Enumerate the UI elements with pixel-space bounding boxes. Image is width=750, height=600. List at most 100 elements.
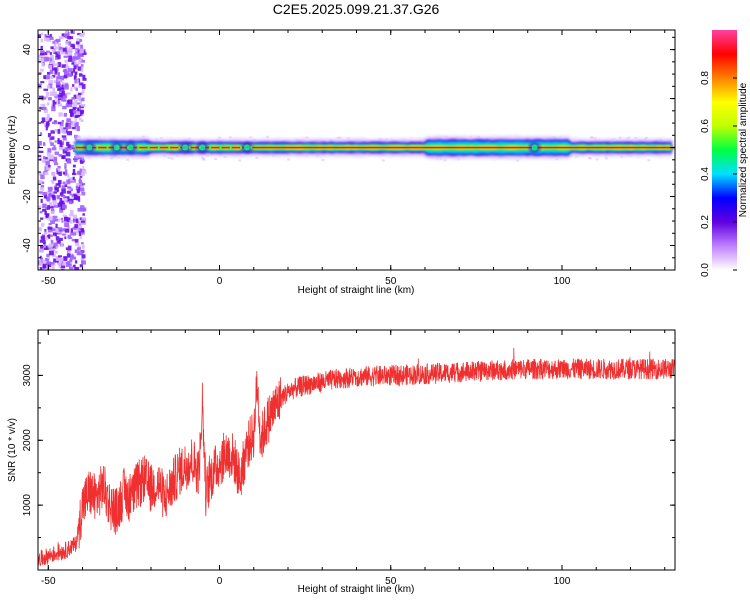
spectrogram-noise-cell [80,205,85,209]
spectrogram-noise-cell [40,174,45,180]
spectrogram-noise-cell [61,84,64,90]
spectrogram-noise-cell [80,185,84,190]
spectrogram-noise-cell [79,33,84,38]
spectrogram-blob-core [127,144,134,151]
spectrogram-noise-cell [57,227,62,233]
spectrogram-noise-cell [72,264,76,268]
spectrogram-noise-cell [57,88,61,91]
spectrogram-noise-cell [42,208,47,212]
spectrogram-noise-cell [67,99,73,105]
spectrogram-noise-cell [57,43,62,48]
spectrogram-noise-cell [47,133,52,138]
spectrogram-noise-cell [39,262,44,266]
spectrogram-noise-cell [51,194,55,199]
spectrogram-ridge-dot [147,146,150,149]
spectrogram-noise-cell [45,123,49,128]
spectrogram-ytick-label: -20 [22,189,33,204]
spectrogram-blob-core [199,144,206,151]
spectrogram-noise-cell [62,137,67,141]
spectrogram-noise-cell [74,71,78,75]
spectrogram-noise-cell [43,194,47,199]
spectrogram-speckle [202,158,206,161]
spectrogram-noise-cell [50,248,55,252]
spectrogram-blob-core [182,144,189,151]
spectrogram-noise-cell [54,46,60,50]
spectrogram-noise-cell [75,111,81,116]
spectrogram-speckle [443,159,447,162]
spectrogram-noise-cell [68,248,71,253]
spectrogram-noise-cell [53,242,58,247]
spectrogram-noise-cell [79,118,82,121]
spectrogram-noise-cell [41,222,45,227]
spectrogram-noise-cell [53,51,58,54]
spectrogram-noise-cell [56,194,61,200]
spectrogram-noise-cell [45,213,49,218]
spectrogram-noise-cell [79,234,82,240]
spectrogram-noise-cell [64,71,68,77]
spectrogram-speckle [321,158,325,161]
spectrogram-noise-cell [67,149,72,152]
spectrogram-noise-cell [43,75,46,80]
spectrogram-axes: -50 0 50 100 -40 -20 0 20 40 [22,30,675,287]
spectrogram-noise-cell [71,57,76,61]
spectrogram-noise-cell [58,182,61,188]
spectrogram-noise-cell [48,187,53,192]
spectrogram-noise-cell [76,102,81,105]
spectrogram-noise-cell [71,147,75,150]
spectrogram-noise-cell [52,67,57,71]
spectrogram-noise-cell [77,207,82,212]
spectrogram-ridge-dot [96,146,99,149]
spectrogram-noise-cell [48,164,51,168]
spectrogram-speckle [604,157,608,160]
spectrogram-noise-cell [64,83,69,87]
spectrogram-noise-cell [61,90,65,96]
spectrogram-noise-cell [76,247,81,251]
spectrogram-noise-cell [74,242,80,246]
spectrogram-noise-cell [42,142,46,146]
spectrogram-noise-cell [80,220,86,224]
spectrogram-noise-cell [46,258,49,264]
spectrogram-noise-cell [40,217,44,220]
spectrogram-noise-cell [49,65,53,70]
spectrogram-noise-cell [38,154,42,158]
spectrogram-noise-cell [82,74,86,79]
spectrogram-noise-cell [43,88,49,91]
spectrogram-noise-cell [47,157,50,162]
spectrogram-noise-cell [69,209,74,215]
spectrogram-noise-cell [75,41,80,45]
spectrogram-noise-cell [52,156,58,161]
spectrogram-noise-cell [38,34,42,38]
spectrogram-noise-cell [55,244,58,249]
spectrogram-noise-cell [63,75,67,79]
spectrogram-noise-cell [67,144,71,148]
spectrogram-noise-cell [41,62,45,67]
spectrogram-noise-cell [66,261,71,267]
spectrogram-noise-cell [57,255,62,258]
spectrogram-noise-cell [51,74,56,78]
spectrogram-noise-cell [39,132,43,137]
spectrogram-noise-cell [62,149,68,154]
spectrogram-noise-cell [64,236,67,240]
spectrogram-noise-cell [74,249,77,253]
spectrogram-noise-cell [51,228,56,231]
spectrogram-noise-cell [53,63,59,66]
spectrogram-noise-cell [64,216,68,219]
spectrogram-noise-cell [76,126,80,132]
spectrogram-noise-cell [67,36,72,40]
spectrogram-speckle [266,135,270,138]
spectrogram-noise-cell [57,231,63,234]
spectrogram-noise-cell [74,99,78,104]
colorbar-tick-label: 0.2 [700,215,711,229]
spectrogram-noise-cell [70,231,74,236]
spectrogram-noise-cell [67,196,70,202]
spectrogram-noise-cell [52,100,56,103]
spectrogram-noise-cell [78,51,83,57]
spectrogram-noise-cell [48,80,54,85]
spectrogram-noise-cell [69,177,75,182]
spectrogram-noise-cell [64,59,68,63]
spectrogram-noise-cell [77,66,82,71]
spectrogram-noise-cell [60,49,66,55]
spectrogram-noise-cell [39,248,44,253]
spectrogram-noise-cell [53,159,58,163]
